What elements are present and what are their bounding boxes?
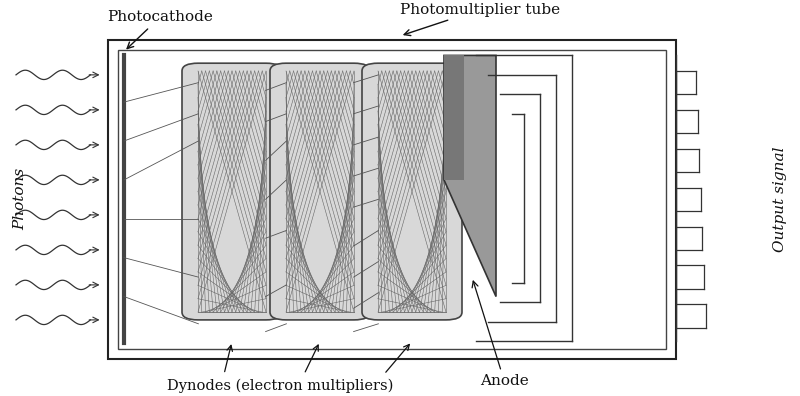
Text: Anode: Anode (472, 281, 529, 388)
Polygon shape (444, 55, 496, 297)
Text: Output signal: Output signal (773, 147, 787, 252)
Bar (118, 50, 666, 349)
FancyBboxPatch shape (182, 63, 282, 320)
FancyBboxPatch shape (362, 63, 462, 320)
FancyBboxPatch shape (270, 63, 370, 320)
Text: Dynodes (electron multipliers): Dynodes (electron multipliers) (167, 378, 393, 393)
Text: Photocathode: Photocathode (107, 10, 213, 49)
Bar (108, 40, 676, 359)
Text: Photomultiplier tube: Photomultiplier tube (400, 2, 560, 36)
Text: Photons: Photons (13, 168, 27, 230)
Polygon shape (444, 55, 464, 180)
